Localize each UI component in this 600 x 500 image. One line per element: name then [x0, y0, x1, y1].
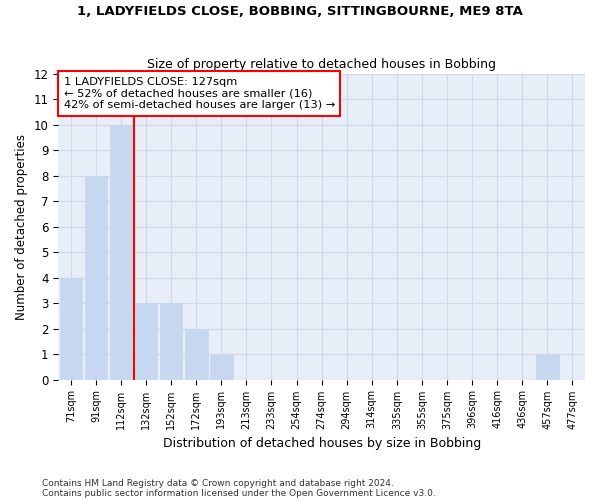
- Bar: [185, 328, 208, 380]
- Text: Contains HM Land Registry data © Crown copyright and database right 2024.: Contains HM Land Registry data © Crown c…: [42, 478, 394, 488]
- Bar: [135, 303, 157, 380]
- Bar: [85, 176, 107, 380]
- Bar: [210, 354, 233, 380]
- X-axis label: Distribution of detached houses by size in Bobbing: Distribution of detached houses by size …: [163, 437, 481, 450]
- Y-axis label: Number of detached properties: Number of detached properties: [15, 134, 28, 320]
- Text: Contains public sector information licensed under the Open Government Licence v3: Contains public sector information licen…: [42, 488, 436, 498]
- Bar: [110, 124, 132, 380]
- Bar: [160, 303, 182, 380]
- Text: 1, LADYFIELDS CLOSE, BOBBING, SITTINGBOURNE, ME9 8TA: 1, LADYFIELDS CLOSE, BOBBING, SITTINGBOU…: [77, 5, 523, 18]
- Text: 1 LADYFIELDS CLOSE: 127sqm
← 52% of detached houses are smaller (16)
42% of semi: 1 LADYFIELDS CLOSE: 127sqm ← 52% of deta…: [64, 76, 335, 110]
- Bar: [536, 354, 559, 380]
- Title: Size of property relative to detached houses in Bobbing: Size of property relative to detached ho…: [147, 58, 496, 71]
- Bar: [59, 278, 82, 380]
